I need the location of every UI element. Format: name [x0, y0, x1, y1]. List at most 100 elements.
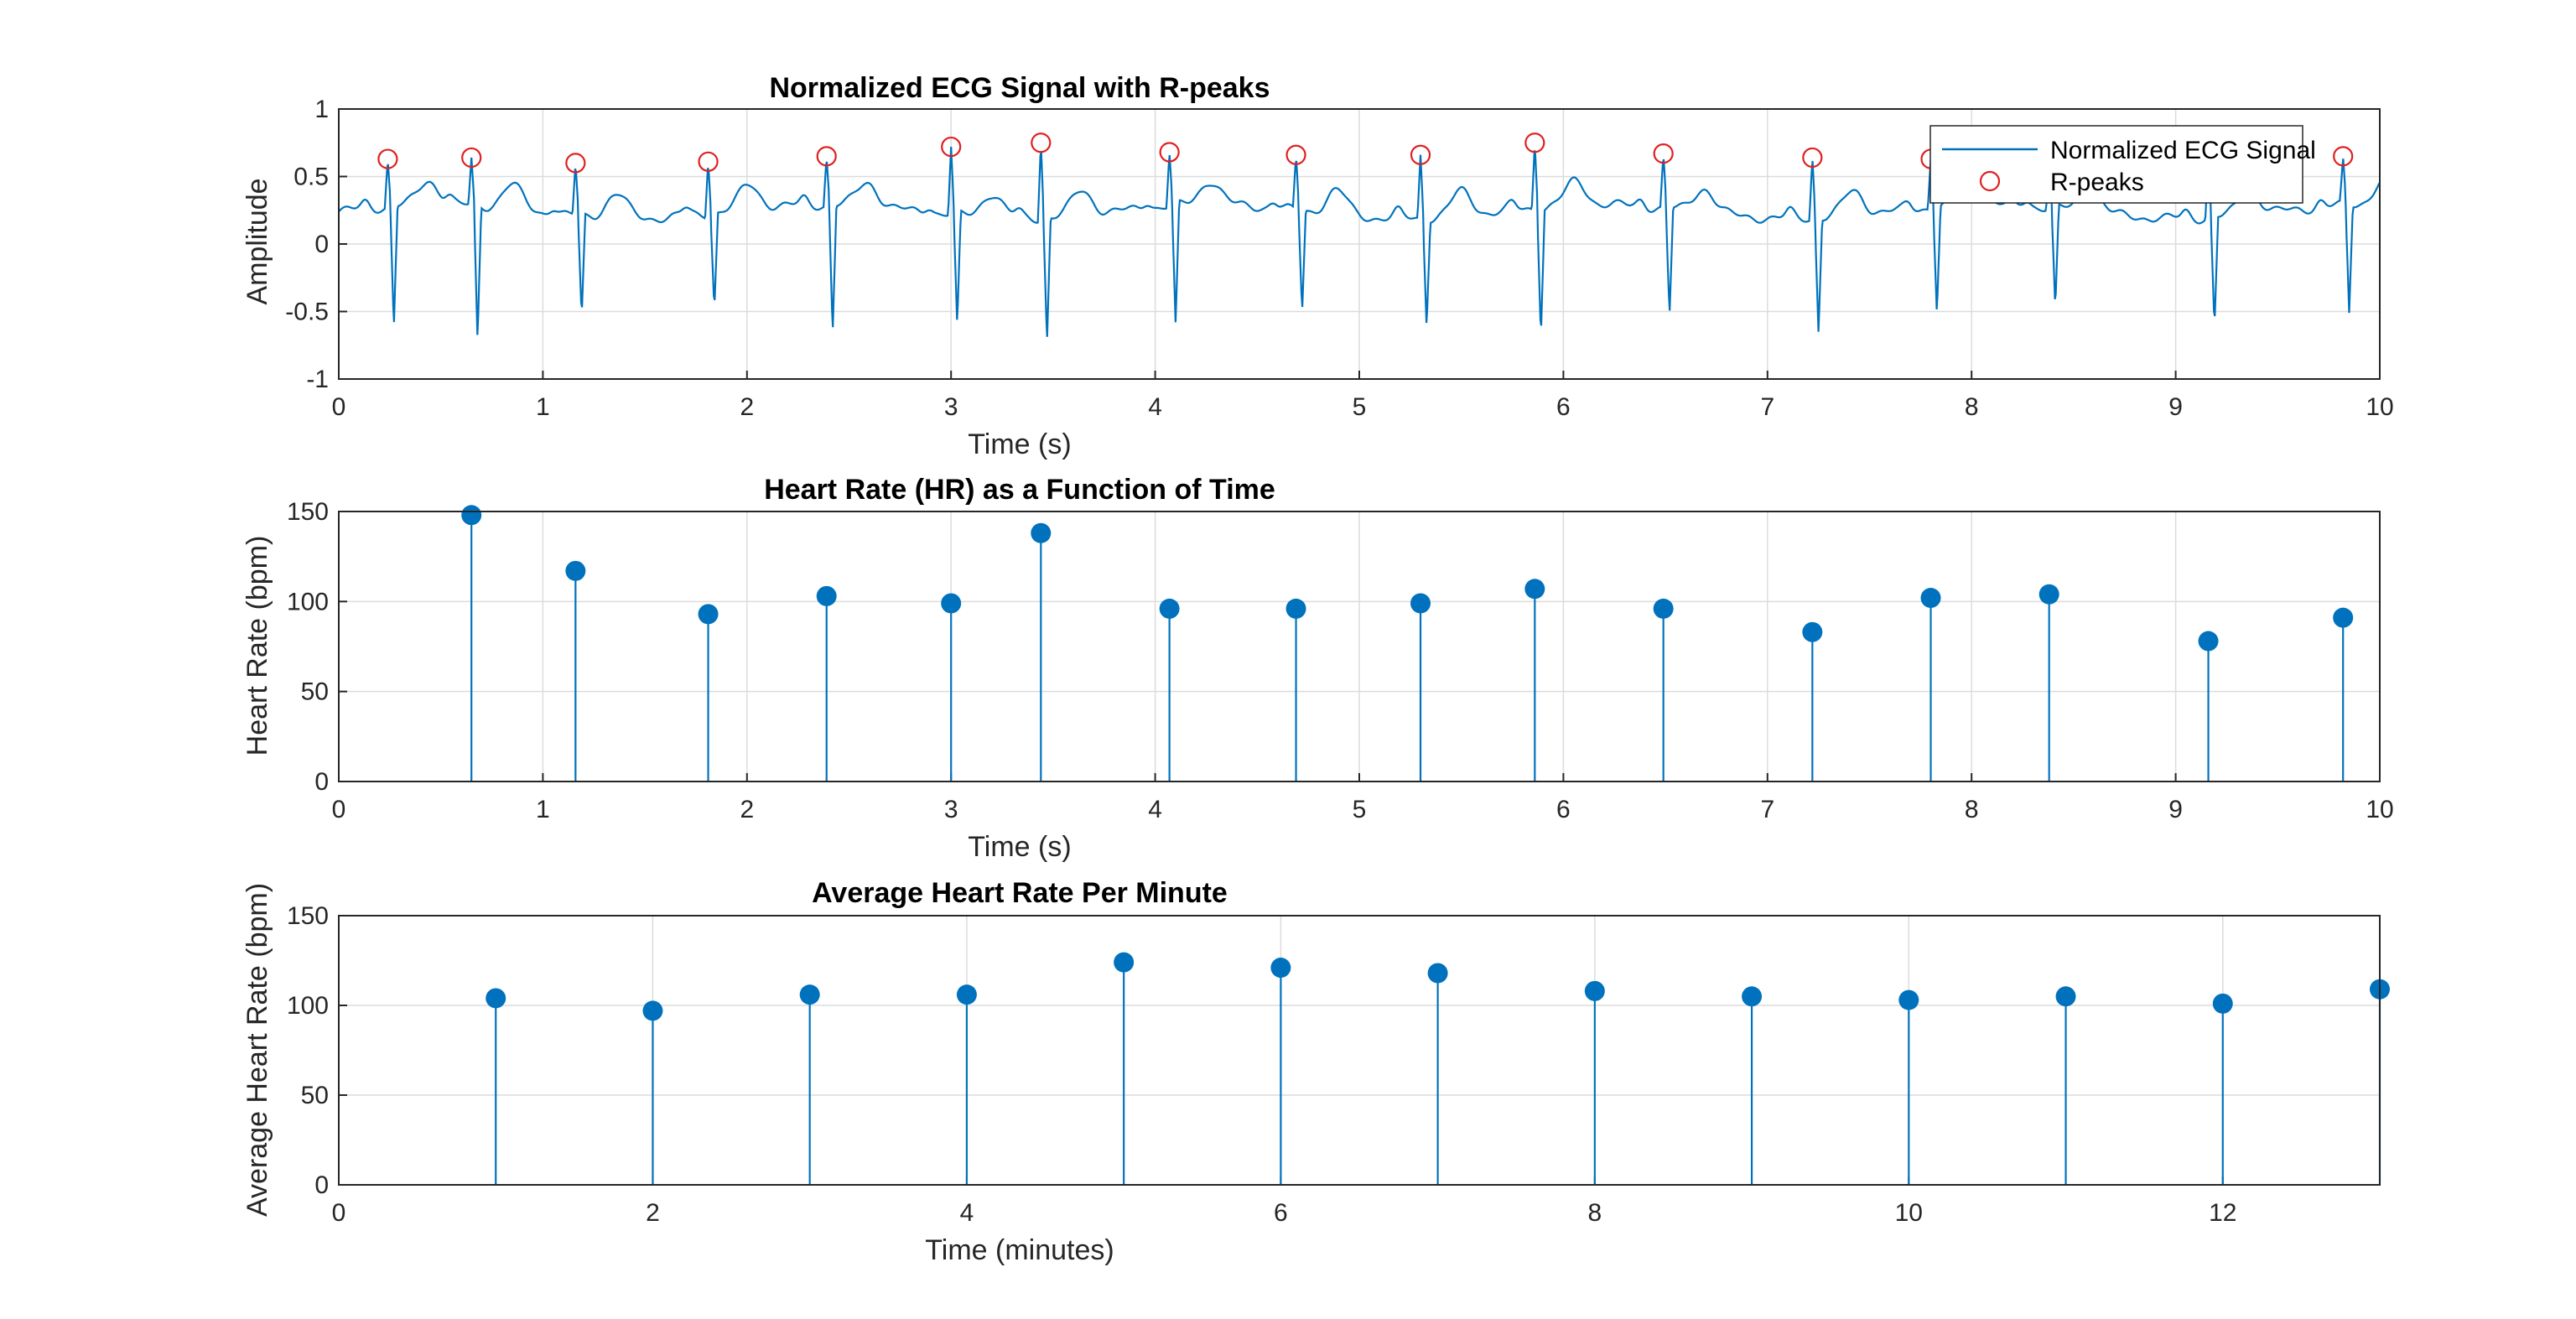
ecg-signal-line	[338, 147, 2381, 337]
r-peak-marker	[565, 153, 586, 174]
ecg-plot-x-tick-label: 8	[1965, 393, 1979, 421]
average-heart-rate-plot-x-tick-label: 0	[332, 1199, 346, 1227]
ecg-plot-x-tick-label: 3	[944, 393, 958, 421]
average-heart-rate-plot-title: Average Heart Rate Per Minute	[812, 877, 1228, 909]
ecg-plot-y-tick-label: -1	[306, 366, 329, 393]
average-heart-rate-plot-axes-box	[338, 915, 2381, 1186]
average-heart-rate-marker	[1114, 952, 1135, 973]
ecg-plot-x-tick-label: 1	[536, 393, 550, 421]
heart-rate-plot-ylabel: Heart Rate (bpm)	[242, 536, 273, 756]
ecg-plot-y-tick-label: 0.5	[293, 164, 329, 191]
heart-rate-plot-y-tick-label: 50	[301, 678, 329, 706]
ecg-plot-x-tick-label: 7	[1760, 393, 1774, 421]
average-heart-rate-marker	[486, 988, 506, 1009]
average-heart-rate-plot-y-tick-label: 150	[287, 902, 329, 930]
heart-rate-plot-x-tick-label: 2	[740, 796, 754, 823]
r-peak-marker	[698, 151, 719, 172]
average-heart-rate-marker	[1898, 989, 1919, 1010]
ecg-plot-y-tick-label: -0.5	[285, 299, 329, 326]
heart-rate-plot-y-tick-label: 100	[287, 588, 329, 615]
ecg-plot-ylabel: Amplitude	[242, 178, 273, 304]
average-heart-rate-plot-x-tick-label: 8	[1588, 1199, 1602, 1227]
average-heart-rate-plot-x-tick-label: 12	[2209, 1199, 2236, 1227]
r-peak-marker	[1524, 132, 1545, 153]
r-peak-marker	[816, 146, 837, 167]
heart-rate-marker	[1802, 621, 1823, 642]
ecg-plot-x-tick-label: 10	[2366, 393, 2393, 421]
heart-rate-plot-x-tick-label: 0	[332, 796, 346, 823]
heart-rate-plot-x-tick-label: 10	[2366, 796, 2393, 823]
ecg-plot-y-tick-label: 0	[314, 231, 329, 258]
ecg-plot-x-tick-label: 6	[1556, 393, 1571, 421]
heart-rate-marker	[2198, 631, 2219, 652]
ecg-plot-axes-box	[338, 108, 2381, 380]
heart-rate-plot-x-tick-label: 9	[2168, 796, 2183, 823]
heart-rate-marker	[565, 560, 586, 581]
average-heart-rate-marker	[1584, 980, 1605, 1001]
heart-rate-marker	[1410, 593, 1431, 614]
average-heart-rate-plot-y-tick-label: 50	[301, 1082, 329, 1109]
heart-rate-marker	[2333, 607, 2354, 628]
ecg-legend: Normalized ECG Signal R-peaks	[1929, 125, 2316, 204]
heart-rate-plot-x-tick-label: 7	[1760, 796, 1774, 823]
average-heart-rate-plot-axes-background	[339, 916, 2380, 1185]
average-heart-rate-marker	[2055, 986, 2076, 1007]
heart-rate-plot-y-tick-label: 150	[287, 498, 329, 526]
average-heart-rate-marker	[956, 984, 977, 1005]
ecg-plot-panel: 0 1 2 3 4 5 6 7 8 9 10 -1 -0.5 0 0.5 1 Normalized ECG Si…	[242, 72, 2394, 460]
heart-rate-plot-x-tick-label: 3	[944, 796, 958, 823]
heart-rate-marker	[816, 585, 837, 606]
heart-rate-marker	[698, 604, 719, 625]
heart-rate-plot-x-tick-label: 1	[536, 796, 550, 823]
average-heart-rate-plot-x-tick-label: 2	[646, 1199, 660, 1227]
average-heart-rate-plot-y-tick-label: 0	[314, 1171, 329, 1199]
legend-signal-label: Normalized ECG Signal	[2050, 137, 2316, 164]
average-heart-rate-marker	[1270, 958, 1291, 979]
r-peak-marker	[1031, 132, 1052, 153]
heart-rate-plot-title: Heart Rate (HR) as a Function of Time	[764, 474, 1275, 506]
average-heart-rate-plot-x-tick-label: 6	[1274, 1199, 1288, 1227]
heart-rate-marker	[1031, 522, 1052, 543]
heart-rate-plot-x-tick-label: 6	[1556, 796, 1571, 823]
r-peak-marker	[377, 148, 398, 169]
heart-rate-marker	[461, 505, 482, 526]
ecg-plot-title: Normalized ECG Signal with R-peaks	[769, 72, 1270, 104]
average-heart-rate-plot-ylabel: Average Heart Rate (bpm)	[242, 883, 273, 1217]
heart-rate-plot-axes-box	[338, 511, 2381, 782]
heart-rate-marker	[1920, 588, 1941, 609]
average-heart-rate-plot-y-tick-label: 100	[287, 992, 329, 1020]
average-heart-rate-plot-panel: 0 2 4 6 8 10 12 0 50 100 150 Average Heart Rate Per…	[242, 877, 2390, 1266]
heart-rate-plot-xlabel: Time (s)	[968, 831, 1071, 863]
ecg-plot-x-tick-label: 9	[2168, 393, 2183, 421]
r-peak-marker	[1802, 147, 1823, 169]
heart-rate-plot-x-tick-label: 5	[1353, 796, 1367, 823]
average-heart-rate-marker	[1742, 986, 1763, 1007]
ecg-plot-x-tick-label: 0	[332, 393, 346, 421]
average-heart-rate-marker	[799, 984, 820, 1005]
r-peak-marker	[1410, 144, 1431, 165]
heart-rate-marker	[1159, 598, 1180, 619]
heart-rate-plot-y-tick-label: 0	[314, 768, 329, 796]
average-heart-rate-plot-xlabel: Time (minutes)	[925, 1234, 1114, 1266]
ecg-plot-x-tick-label: 5	[1353, 393, 1367, 421]
heart-rate-marker	[1524, 579, 1545, 600]
r-peak-marker	[1159, 142, 1180, 163]
r-peak-marker	[1285, 144, 1306, 165]
r-peak-marker	[941, 136, 962, 158]
ecg-plot-x-tick-label: 4	[1148, 393, 1162, 421]
heart-rate-marker	[1653, 598, 1674, 619]
average-heart-rate-plot-x-tick-label: 10	[1895, 1199, 1923, 1227]
heart-rate-plot-x-tick-label: 8	[1965, 796, 1979, 823]
heart-rate-marker	[1285, 598, 1306, 619]
legend-peaks-swatch	[1979, 170, 2001, 192]
heart-rate-marker	[941, 593, 962, 614]
average-heart-rate-marker	[1427, 963, 1448, 984]
ecg-plot-y-tick-label: 1	[314, 96, 329, 123]
r-peak-marker	[2333, 146, 2354, 167]
heart-rate-plot-x-tick-label: 4	[1148, 796, 1162, 823]
heart-rate-marker	[2038, 584, 2059, 605]
ecg-plot-x-tick-label: 2	[740, 393, 754, 421]
average-heart-rate-plot-x-tick-label: 4	[960, 1199, 974, 1227]
